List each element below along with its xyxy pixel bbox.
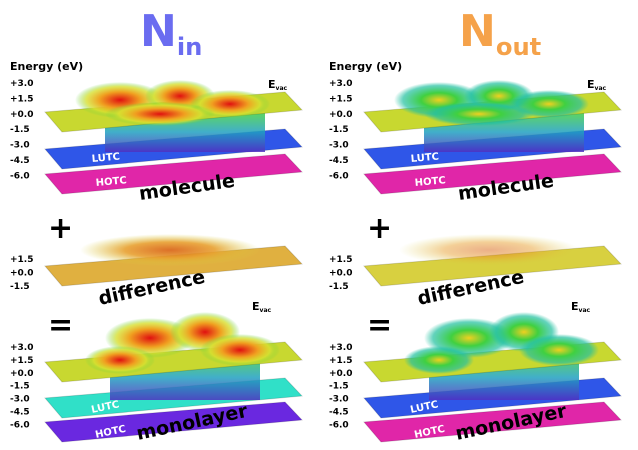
tick-label: -3.0 xyxy=(329,395,349,405)
tick-label: -4.5 xyxy=(10,408,30,418)
axis-label: Energy (eV) xyxy=(329,60,402,73)
tick-label: +3.0 xyxy=(10,343,33,353)
tick-label: +3.0 xyxy=(329,343,352,353)
panel-title-main: N xyxy=(459,6,496,57)
tick-label: -4.5 xyxy=(10,156,30,166)
tick-label: +3.0 xyxy=(329,79,352,89)
tick-label: -1.5 xyxy=(329,382,349,392)
evac-label: Evac xyxy=(268,78,288,92)
surface-feature xyxy=(200,334,280,366)
operator: = xyxy=(367,308,392,343)
tick-label: -4.5 xyxy=(329,156,349,166)
evac-label-main: E xyxy=(571,300,579,313)
tick-label: +0.0 xyxy=(329,269,352,279)
surface-feature xyxy=(399,234,579,266)
tick-label: -1.5 xyxy=(10,282,30,292)
surface-feature xyxy=(404,346,474,374)
tick-label: -1.5 xyxy=(10,125,30,135)
evac-label-sub: vac xyxy=(276,85,288,92)
operator: + xyxy=(48,211,73,246)
tick-label: +0.0 xyxy=(10,110,33,120)
tick-label: -1.5 xyxy=(329,282,349,292)
tick-label: -6.0 xyxy=(329,420,349,430)
surface-feature xyxy=(80,234,260,266)
evac-label: Evac xyxy=(571,300,591,314)
tick-label: +1.5 xyxy=(329,255,352,265)
panel-title-main: N xyxy=(140,6,177,57)
evac-label-main: E xyxy=(252,300,260,313)
tick-label: +0.0 xyxy=(10,369,33,379)
surface-feature xyxy=(519,334,599,366)
evac-label-main: E xyxy=(587,78,595,91)
surface-feature xyxy=(85,346,155,374)
surface-feature xyxy=(424,102,534,126)
operator: + xyxy=(367,211,392,246)
tick-label: +1.5 xyxy=(10,356,33,366)
evac-label-sub: vac xyxy=(595,85,607,92)
evac-label-main: E xyxy=(268,78,276,91)
tick-label: +1.5 xyxy=(10,94,33,104)
tick-label: -3.0 xyxy=(10,141,30,151)
tick-label: -4.5 xyxy=(329,408,349,418)
tick-label: +3.0 xyxy=(10,79,33,89)
tick-label: +1.5 xyxy=(10,255,33,265)
evac-label-sub: vac xyxy=(579,307,591,314)
panel-title-sub: out xyxy=(496,33,541,61)
tick-label: +1.5 xyxy=(329,94,352,104)
panel-title-sub: in xyxy=(177,33,203,61)
tick-label: -3.0 xyxy=(10,395,30,405)
figure: Nin Energy (eV) +3.0 +1.5 +0.0 -1.5 -3.0 -4.5 -6… xyxy=(0,0,638,450)
evac-label: Evac xyxy=(587,78,607,92)
tick-label: -1.5 xyxy=(10,382,30,392)
operator: = xyxy=(48,308,73,343)
axis-label: Energy (eV) xyxy=(10,60,83,73)
evac-label-sub: vac xyxy=(260,307,272,314)
panel-title: Nout xyxy=(459,6,541,61)
tick-label: +0.0 xyxy=(329,110,352,120)
tick-label: -1.5 xyxy=(329,125,349,135)
tick-label: -3.0 xyxy=(329,141,349,151)
tick-label: +0.0 xyxy=(329,369,352,379)
evac-label: Evac xyxy=(252,300,272,314)
tick-label: -6.0 xyxy=(10,171,30,181)
panel-title: Nin xyxy=(140,6,202,61)
tick-label: -6.0 xyxy=(10,420,30,430)
tick-label: -6.0 xyxy=(329,171,349,181)
tick-label: +1.5 xyxy=(329,356,352,366)
tick-label: +0.0 xyxy=(10,269,33,279)
surface-feature xyxy=(105,102,215,126)
